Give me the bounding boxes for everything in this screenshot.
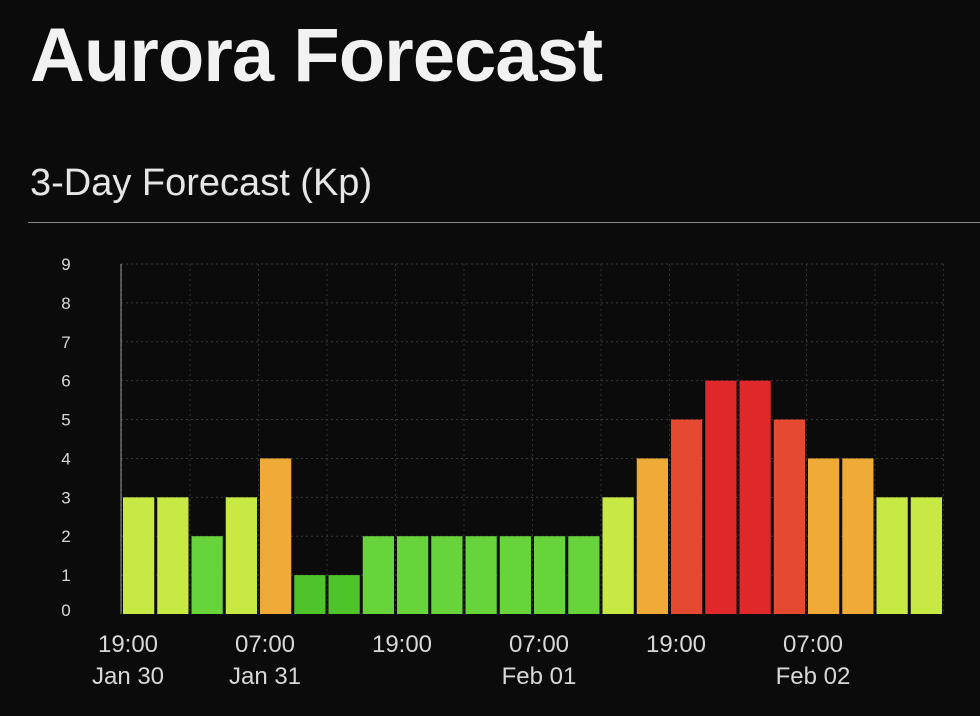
kp-bar	[260, 458, 292, 614]
kp-bar	[842, 458, 874, 614]
x-tick-time: 19:00	[646, 631, 706, 658]
y-axis-ticks: 0 1 2 3 4 5 6 7 8 9	[61, 255, 70, 620]
kp-bar	[294, 575, 326, 614]
x-tick-date: Feb 01	[502, 663, 577, 690]
section-title: 3-Day Forecast (Kp)	[30, 162, 373, 204]
x-tick-time: 19:00	[98, 631, 158, 658]
section-divider	[28, 222, 980, 223]
y-tick-label: 6	[61, 372, 70, 391]
kp-bar	[191, 536, 223, 614]
kp-bar	[602, 497, 634, 614]
kp-bar	[739, 380, 771, 614]
x-tick-time: 07:00	[235, 631, 295, 658]
x-tick-date: Jan 31	[229, 663, 301, 690]
chart-grid	[120, 263, 945, 614]
y-tick-label: 1	[61, 566, 70, 585]
kp-bar	[397, 536, 429, 614]
y-tick-label: 4	[61, 449, 70, 468]
kp-bar	[568, 536, 600, 614]
kp-bar	[671, 419, 703, 614]
kp-bar	[910, 497, 942, 614]
x-tick-time: 19:00	[372, 631, 432, 658]
x-tick-date: Feb 02	[776, 663, 851, 690]
app-title: Aurora Forecast	[30, 13, 603, 98]
kp-bar	[362, 536, 394, 614]
kp-bar	[328, 575, 360, 614]
kp-bar	[534, 536, 566, 614]
y-tick-label: 3	[61, 488, 70, 507]
kp-bar	[465, 536, 497, 614]
kp-bar-chart: 0 1 2 3 4 5 6 7 8 9 19:00 Jan 30 07:00 Jan 31 19:00 07…	[61, 255, 945, 690]
y-tick-label: 2	[61, 527, 70, 546]
y-tick-label: 7	[61, 333, 70, 352]
kp-bar	[705, 380, 737, 614]
kp-bar	[123, 497, 155, 614]
kp-bar	[225, 497, 257, 614]
y-tick-label: 9	[61, 255, 70, 274]
x-tick-time: 07:00	[509, 631, 569, 658]
x-axis-ticks: 19:00 Jan 30 07:00 Jan 31 19:00 07:00 Feb 01 19…	[92, 631, 850, 690]
chart-bars	[123, 380, 942, 614]
x-tick-time: 07:00	[783, 631, 843, 658]
kp-bar	[636, 458, 668, 614]
kp-bar	[773, 419, 805, 614]
x-tick-date: Jan 30	[92, 663, 164, 690]
kp-bar	[157, 497, 189, 614]
kp-bar	[876, 497, 908, 614]
y-tick-label: 8	[61, 294, 70, 313]
y-tick-label: 0	[61, 601, 70, 620]
kp-bar	[431, 536, 463, 614]
y-tick-label: 5	[61, 411, 70, 430]
kp-bar	[499, 536, 531, 614]
kp-bar	[808, 458, 840, 614]
